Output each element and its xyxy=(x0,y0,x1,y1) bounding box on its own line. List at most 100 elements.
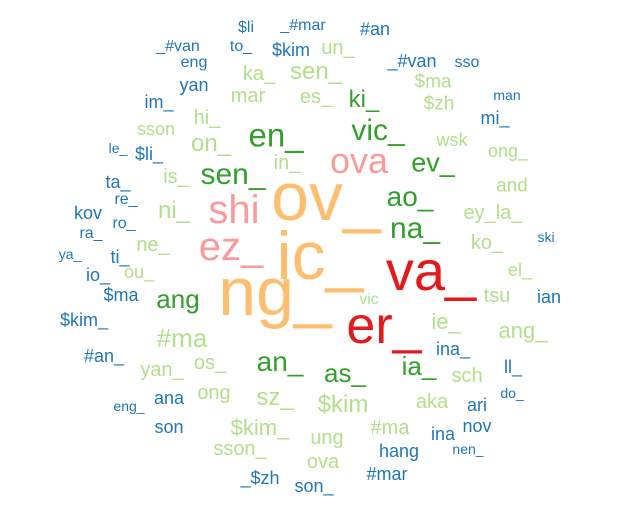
word-zh: $zh xyxy=(423,93,455,115)
word-li: $li xyxy=(237,19,255,36)
word-vic: vic_ xyxy=(351,114,405,147)
word-in: in_ xyxy=(273,152,301,174)
word-yan: yan_ xyxy=(140,359,184,381)
word-ov: ov_ xyxy=(271,159,381,235)
word-tsu: tsu xyxy=(483,285,511,307)
word-en: en_ xyxy=(248,116,304,154)
word-an: an_ xyxy=(256,346,304,377)
word-ra: ra_ xyxy=(79,225,103,242)
word-ma: #ma xyxy=(156,323,208,353)
word-le: le_ xyxy=(108,140,128,156)
word-kim: $kim xyxy=(317,391,369,418)
word-ie: ie_ xyxy=(431,309,461,334)
word-ro: ro_ xyxy=(112,215,136,232)
word-son: son_ xyxy=(294,476,334,496)
word-im: im_ xyxy=(144,92,174,112)
word-kov: kov xyxy=(73,203,103,223)
word-sz: sz_ xyxy=(256,384,294,411)
word-hi: hi_ xyxy=(193,107,221,129)
word-van: _#van xyxy=(387,51,437,71)
word-ong: ong_ xyxy=(487,141,529,161)
word-es: es_ xyxy=(299,86,333,108)
word-io: io_ xyxy=(85,265,111,285)
word-er: er_ xyxy=(346,297,422,355)
word-ski: ski xyxy=(537,229,555,245)
word-el: el_ xyxy=(507,260,533,280)
word-li: $li_ xyxy=(134,144,164,164)
word-kim: $kim xyxy=(271,40,311,60)
word-eng: eng_ xyxy=(113,398,145,414)
word-nen: nen_ xyxy=(452,441,484,457)
word-kim: $kim_ xyxy=(230,415,290,440)
word-sen: sen_ xyxy=(200,158,266,191)
word-na: na_ xyxy=(389,212,441,245)
word-sson: sson xyxy=(136,119,176,139)
word-ova: ova xyxy=(306,451,340,473)
word-ko: ko_ xyxy=(470,232,504,254)
word-ey-la: ey_la_ xyxy=(463,202,523,224)
word-ma: $ma xyxy=(103,285,139,305)
word-ta: ta_ xyxy=(105,172,131,192)
word-ana: ana xyxy=(153,388,185,408)
word-ng: ng_ xyxy=(218,254,332,330)
word-kim: $kim_ xyxy=(59,310,109,330)
word-yan: yan xyxy=(179,75,209,95)
word-ou: ou_ xyxy=(123,262,155,282)
word-ao: ao_ xyxy=(386,181,434,212)
word-as: as_ xyxy=(324,358,366,388)
word-is: is_ xyxy=(163,166,189,188)
word-ina: ina_ xyxy=(435,339,471,359)
word-zh: _$zh xyxy=(240,468,280,488)
word-to: to_ xyxy=(229,38,253,55)
word-ang: ang_ xyxy=(498,318,548,343)
word-ma: #ma xyxy=(370,417,410,439)
word-ang: ang xyxy=(156,284,200,314)
word-mar: _#mar xyxy=(280,17,326,34)
word-man: man xyxy=(493,87,521,103)
word-sen: sen_ xyxy=(289,58,343,85)
word-un: un_ xyxy=(321,37,355,59)
word-sch: sch xyxy=(451,365,483,387)
word-van: _#van xyxy=(156,38,200,55)
word-nov: nov xyxy=(462,416,492,436)
word-ari: ari xyxy=(466,395,488,415)
word-do: do_ xyxy=(500,385,524,401)
word-hang: hang xyxy=(378,441,420,461)
word-ya: ya_ xyxy=(58,246,82,262)
word-ne: ne_ xyxy=(136,234,170,256)
word-son: son xyxy=(154,417,184,437)
word-os: os_ xyxy=(193,352,227,374)
word-ka: ka_ xyxy=(242,63,276,85)
word-va: va_ xyxy=(385,239,477,302)
word-eng: eng xyxy=(180,54,208,71)
word-mi: mi_ xyxy=(480,108,510,128)
word-ll: ll_ xyxy=(503,357,523,377)
word-aka: aka xyxy=(415,391,449,413)
word-mar: mar xyxy=(230,85,266,107)
word-ez: ez_ xyxy=(198,225,264,269)
word-shi: shi xyxy=(208,188,260,232)
word-ma: $ma xyxy=(414,71,452,93)
word-mar: #mar xyxy=(366,464,408,484)
word-and: and xyxy=(496,175,528,197)
word-ian: ian xyxy=(536,287,562,307)
word-an: #an_ xyxy=(83,346,125,366)
word-ic: ic_ xyxy=(276,218,364,294)
word-vic: vic xyxy=(359,291,379,308)
word-ki: ki_ xyxy=(348,86,380,113)
word-re: re_ xyxy=(114,191,138,208)
word-sson: sson_ xyxy=(213,438,267,460)
word-on: on_ xyxy=(190,130,232,157)
word-ong: ong xyxy=(197,382,231,404)
word-wsk: wsk xyxy=(436,130,468,150)
word-ia: ia_ xyxy=(401,351,437,381)
word-ung: ung xyxy=(310,427,344,449)
word-an: #an xyxy=(359,19,391,39)
word-ova: ova xyxy=(329,140,389,181)
word-ni: ni_ xyxy=(157,197,191,224)
word-sso: sso xyxy=(454,54,480,71)
word-ina: ina xyxy=(430,424,456,444)
word-ti: ti_ xyxy=(110,247,130,267)
word-ev: ev_ xyxy=(411,147,455,178)
